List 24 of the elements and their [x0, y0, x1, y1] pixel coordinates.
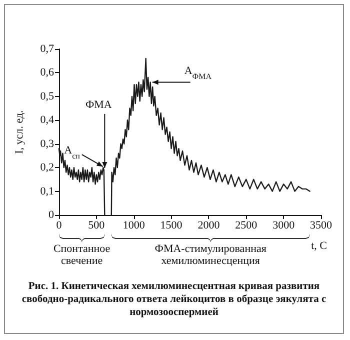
annotation: A$_{сп}$ [64, 144, 81, 160]
y-tick-label: 0,3 [40, 138, 54, 150]
x-tick-label: 2000 [198, 220, 220, 232]
x-axis-title: t, С [311, 240, 327, 252]
y-tick-label: 0 [48, 209, 54, 221]
x-tick-label: 2500 [235, 220, 258, 232]
x-tick-label: 1000 [122, 220, 146, 232]
text: ФМА-стимулированная хемилюминесценция [154, 243, 266, 267]
x-tick-label: 0 [56, 220, 62, 232]
annotation: A$_{ФМА}$ [184, 65, 212, 81]
x-tick-label: 1500 [160, 220, 183, 232]
text: Спонтанное свечение [53, 243, 110, 267]
x-tick-label: 3000 [272, 220, 296, 232]
annotation: ФМА [85, 98, 112, 111]
y-tick-label: 0,1 [40, 185, 54, 198]
y-tick-label: 0,4 [40, 114, 54, 126]
y-tick-label: 0,7 [40, 43, 54, 55]
y-tick-label: 0,5 [40, 90, 54, 102]
y-tick-label: 0,2 [40, 162, 54, 174]
x-tick-label: 3500 [310, 220, 332, 232]
y-axis-title: I, усл. ед. [14, 110, 26, 154]
x-tick-label: 500 [88, 220, 106, 232]
y-tick-label: 0,6 [40, 66, 54, 79]
text: Рис. 1. Кинетическая хемилюминесцентная кривая развития свободно-радикального ответа лейкоцитов в образце эякулята с нормозооспермией [22, 281, 326, 318]
